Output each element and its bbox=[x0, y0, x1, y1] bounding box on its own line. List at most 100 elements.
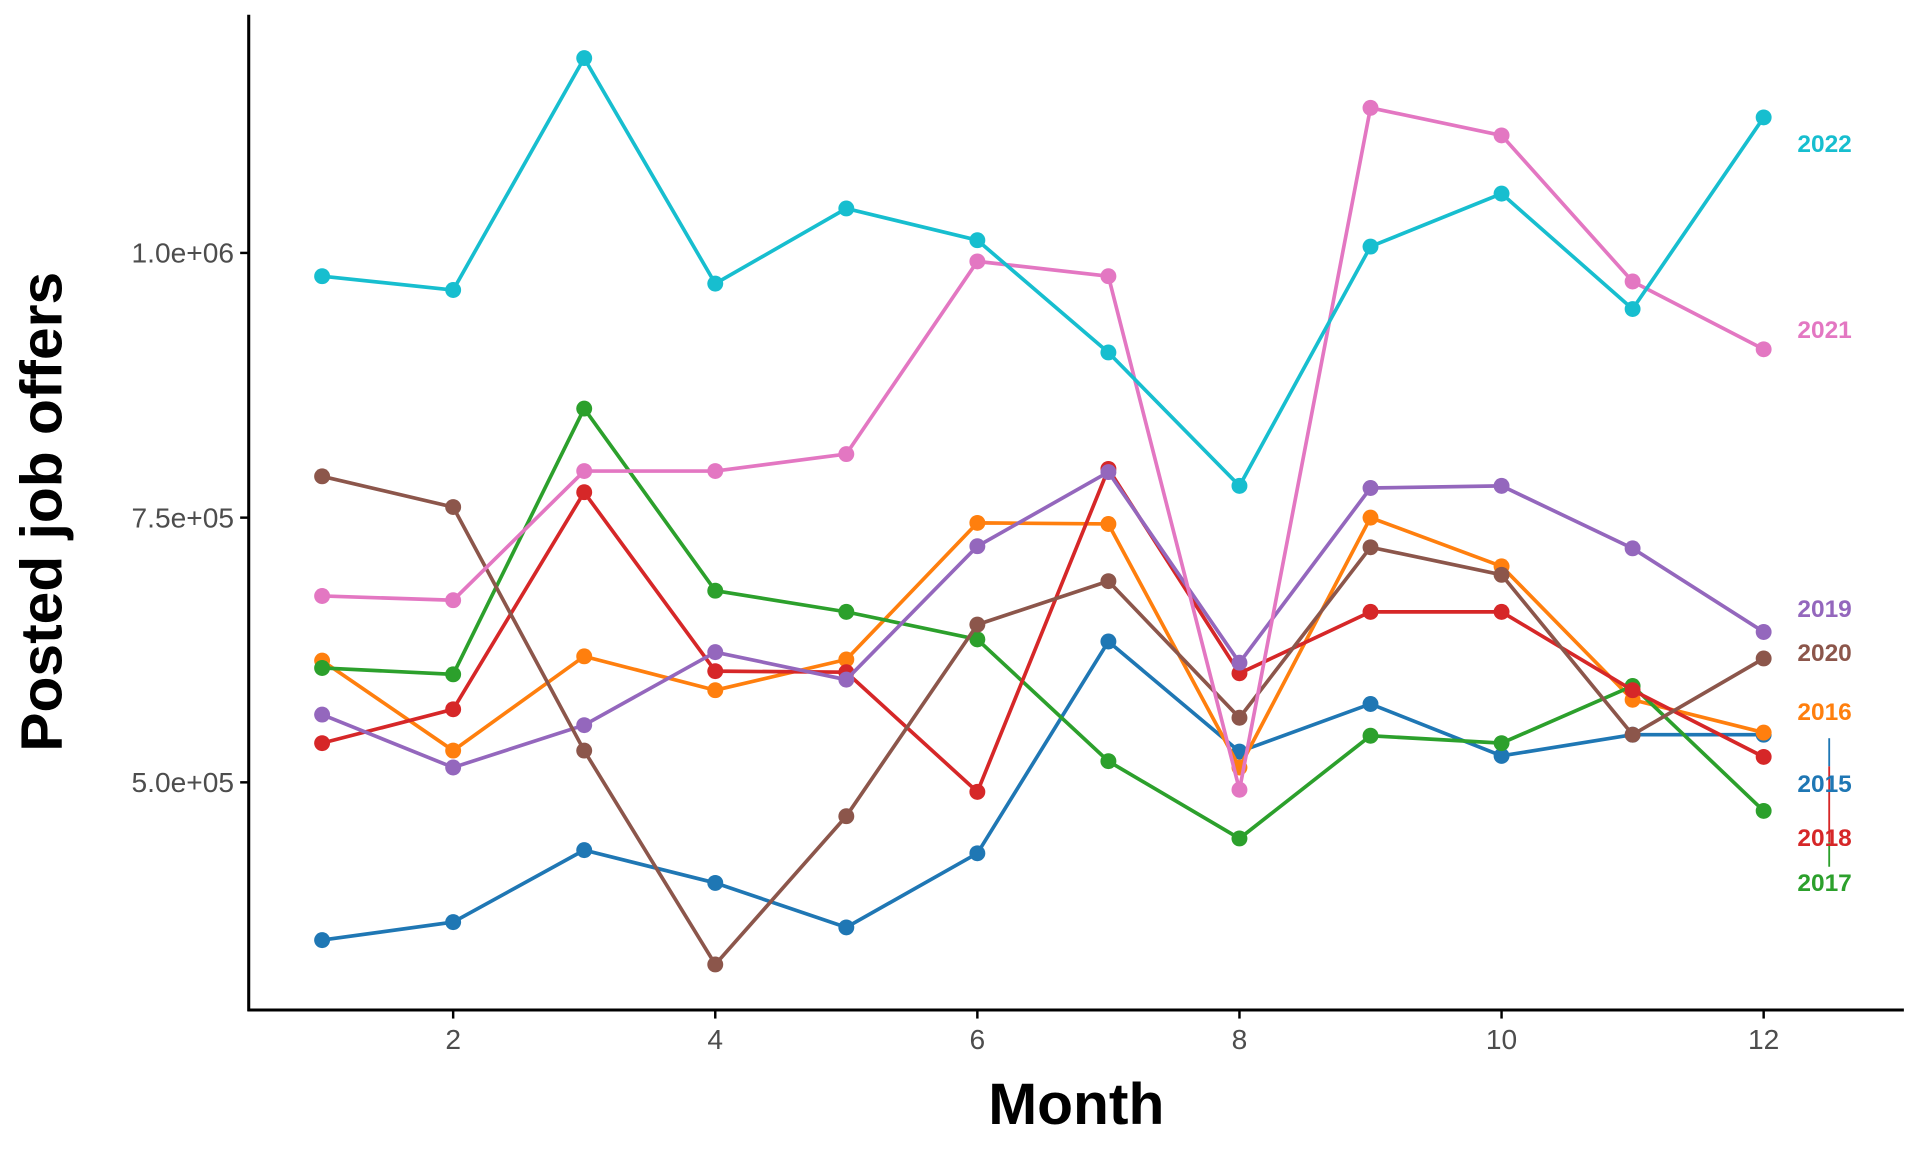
data-point bbox=[1493, 127, 1510, 144]
data-point bbox=[707, 874, 724, 891]
x-axis-title: Month bbox=[988, 1072, 1164, 1137]
data-point bbox=[1624, 726, 1641, 743]
data-point bbox=[838, 808, 855, 825]
data-point bbox=[838, 671, 855, 688]
data-point bbox=[969, 253, 986, 270]
data-point bbox=[1493, 735, 1510, 752]
data-point bbox=[707, 582, 724, 599]
data-point bbox=[314, 660, 331, 676]
data-point bbox=[969, 232, 986, 249]
data-point bbox=[445, 759, 462, 776]
data-point bbox=[314, 932, 331, 949]
data-point bbox=[838, 651, 855, 668]
data-point bbox=[314, 735, 331, 752]
data-point bbox=[1755, 109, 1772, 126]
data-point bbox=[969, 514, 986, 531]
data-point bbox=[1493, 566, 1510, 583]
series-label: 2018 bbox=[1797, 825, 1851, 852]
series-label: 2019 bbox=[1797, 596, 1851, 623]
data-point bbox=[1624, 540, 1641, 557]
data-point bbox=[314, 706, 331, 723]
data-point bbox=[576, 484, 593, 501]
data-point bbox=[576, 400, 593, 417]
x-tick-label: 10 bbox=[1486, 1024, 1517, 1055]
data-point bbox=[445, 666, 462, 683]
y-tick-label: 5.0e+05 bbox=[132, 767, 235, 798]
data-point bbox=[1100, 633, 1117, 650]
data-point bbox=[576, 50, 593, 67]
data-point bbox=[1100, 753, 1117, 770]
series-layer bbox=[314, 50, 1772, 973]
series-2022 bbox=[314, 50, 1772, 494]
data-point bbox=[1755, 341, 1772, 358]
data-point bbox=[1100, 573, 1117, 590]
series-2016 bbox=[314, 509, 1772, 776]
data-point bbox=[1362, 99, 1379, 116]
data-point bbox=[838, 603, 855, 620]
series-line bbox=[321, 464, 1765, 795]
data-point bbox=[969, 538, 986, 555]
data-point bbox=[707, 663, 724, 680]
data-point bbox=[1362, 603, 1379, 620]
data-point bbox=[707, 463, 724, 480]
y-tick-label: 1.0e+06 bbox=[132, 238, 235, 269]
series-line bbox=[321, 54, 1766, 489]
y-axis-title: Posted job offers bbox=[9, 272, 74, 752]
series-label: 2015 bbox=[1797, 771, 1851, 798]
data-point bbox=[1755, 802, 1772, 819]
data-point bbox=[838, 446, 855, 463]
x-tick-label: 4 bbox=[707, 1024, 723, 1055]
data-point bbox=[445, 742, 462, 759]
y-tick-label: 7.5e+05 bbox=[132, 502, 235, 533]
data-point bbox=[1624, 273, 1641, 290]
data-point bbox=[576, 463, 593, 480]
series-labels: 2015 2016 2017 2018 2019 2020 2021 2022 bbox=[1797, 131, 1851, 897]
x-tick-label: 2 bbox=[445, 1024, 461, 1055]
data-point bbox=[707, 275, 724, 292]
series-2020 bbox=[314, 468, 1772, 973]
series-label: 2016 bbox=[1797, 699, 1851, 726]
series-2015 bbox=[314, 633, 1772, 949]
data-point bbox=[1362, 539, 1379, 556]
data-point bbox=[969, 631, 986, 648]
data-point bbox=[1624, 682, 1641, 699]
data-point bbox=[1755, 624, 1772, 640]
data-point bbox=[969, 783, 986, 800]
data-point bbox=[1362, 727, 1379, 744]
data-point bbox=[969, 845, 986, 862]
x-ticks: 2 4 6 8 10 12 bbox=[445, 1009, 1779, 1055]
series-2017 bbox=[314, 400, 1772, 847]
data-point bbox=[445, 592, 462, 609]
series-line bbox=[321, 638, 1764, 942]
series-line bbox=[321, 469, 1765, 770]
x-tick-label: 6 bbox=[970, 1024, 986, 1055]
series-line bbox=[321, 474, 1765, 968]
series-label: 2021 bbox=[1797, 317, 1851, 344]
data-point bbox=[576, 742, 593, 759]
data-point bbox=[969, 616, 986, 633]
series-line bbox=[321, 105, 1765, 791]
data-point bbox=[838, 919, 855, 936]
series-label: 2017 bbox=[1797, 870, 1851, 897]
series-line bbox=[321, 515, 1765, 772]
data-point bbox=[1231, 781, 1248, 798]
data-point bbox=[1493, 477, 1510, 494]
data-point bbox=[838, 200, 855, 217]
data-point bbox=[1362, 696, 1379, 712]
data-point bbox=[1100, 516, 1117, 532]
data-point bbox=[314, 588, 331, 604]
data-point bbox=[1231, 654, 1248, 671]
data-point bbox=[707, 682, 724, 699]
data-point bbox=[1493, 747, 1510, 764]
data-point bbox=[1755, 724, 1772, 741]
series-label: 2022 bbox=[1797, 131, 1851, 158]
series-label: 2020 bbox=[1797, 640, 1851, 667]
data-point bbox=[445, 282, 462, 298]
data-point bbox=[1493, 185, 1510, 202]
x-tick-label: 12 bbox=[1748, 1024, 1779, 1055]
data-point bbox=[1231, 477, 1248, 494]
data-point bbox=[1231, 830, 1248, 847]
data-point bbox=[445, 499, 462, 516]
data-point bbox=[1755, 748, 1772, 765]
